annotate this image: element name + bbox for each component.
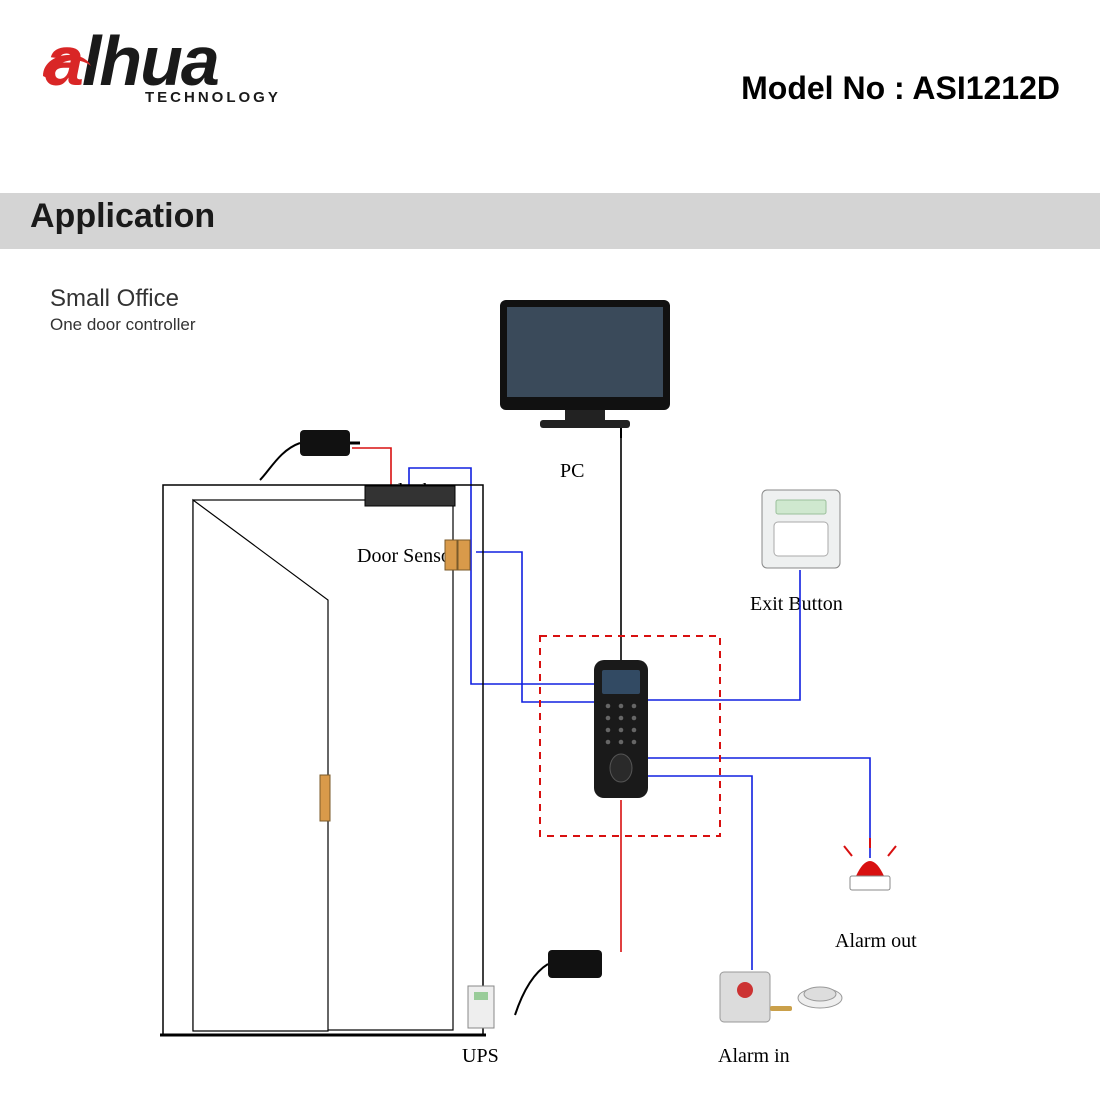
wiring-diagram	[0, 0, 1100, 1100]
page-root: a lhua TECHNOLOGY Model No : ASI1212D Ap…	[0, 0, 1100, 1100]
